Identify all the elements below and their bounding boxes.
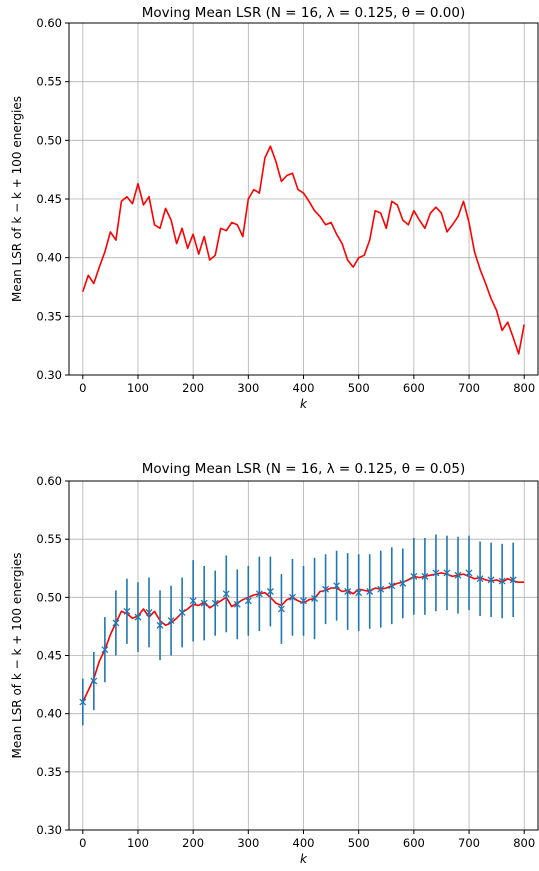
x-tick-label: 500 [348,381,370,395]
x-tick-label: 100 [127,836,149,850]
data-point-marker [344,588,352,595]
chart-title: Moving Mean LSR (N = 16, λ = 0.125, θ = … [142,461,466,477]
data-point-marker [255,590,263,598]
y-tick-label: 0.35 [36,309,62,323]
x-tick-label: 0 [79,836,86,850]
data-point-marker [266,588,274,595]
data-point-marker [487,576,495,584]
chart-bottom: 0 100 200 300 400 500 600 700 800 0.30 0.35 0.40 0.4… [10,461,539,866]
x-tick-label: 400 [293,381,315,395]
x-tick-label: 500 [348,836,370,850]
plot-area [79,534,525,726]
data-point-marker [421,572,429,580]
x-tick-label: 700 [458,836,480,850]
chart-top: 0 100 200 300 400 500 600 700 800 0.30 0.35 0.40 0.4… [10,5,539,411]
y-tick-label: 0.40 [36,251,62,265]
data-point-marker [454,571,462,579]
data-point-marker [498,577,506,585]
data-point-marker [476,575,484,583]
y-tick-label: 0.50 [36,133,62,147]
data-point-marker [366,588,374,595]
data-point-marker [156,621,164,629]
data-point-marker [211,599,219,607]
plot-area [82,145,525,355]
x-tick-label: 600 [403,836,425,850]
x-axis-label: k [300,397,308,411]
y-tick-label: 0.55 [36,75,62,89]
data-point-marker [178,608,186,616]
x-tick-label: 200 [182,836,204,850]
chart-title: Moving Mean LSR (N = 16, λ = 0.125, θ = … [142,5,466,21]
data-point-marker [167,617,175,625]
data-point-marker [123,607,131,615]
x-tick-label: 800 [513,381,535,395]
data-point-marker [443,569,451,577]
data-point-marker [388,582,396,590]
data-point-marker [300,597,307,605]
data-point-marker [101,646,109,654]
data-point-marker [465,569,473,577]
data-point-marker [134,613,142,621]
data-point-marker [322,585,330,593]
gridlines [69,22,538,376]
x-axis-label: k [300,852,308,866]
series-line [82,145,525,355]
data-point-marker [333,582,341,590]
data-point-marker [509,576,517,584]
data-point-marker [399,579,407,587]
data-point-marker [311,595,318,602]
data-point-marker [377,585,385,593]
data-point-marker [79,698,87,706]
y-tick-label: 0.30 [36,823,62,837]
x-tick-label: 200 [182,381,204,395]
y-tick-label: 0.60 [36,474,62,488]
x-tick-label: 400 [293,836,315,850]
data-point-marker [200,599,208,607]
y-axis-label: Mean LSR of k − k + 100 energies [10,96,24,302]
data-point-marker [244,597,252,605]
y-tick-label: 0.45 [36,192,62,206]
x-tick-label: 0 [79,381,86,395]
data-point-marker [112,619,120,627]
y-tick-label: 0.30 [36,368,62,382]
y-tick-label: 0.45 [36,649,62,663]
y-tick-label: 0.55 [36,532,62,546]
y-tick-label: 0.40 [36,707,62,721]
data-point-marker [277,605,285,613]
data-point-marker [145,608,153,616]
data-point-marker [355,589,363,597]
data-point-marker [90,677,98,685]
gridlines [69,480,538,831]
y-tick-label: 0.50 [36,590,62,604]
data-point-marker [222,590,230,598]
x-tick-label: 800 [513,836,535,850]
data-point-marker [189,597,197,605]
x-tick-label: 100 [127,381,149,395]
x-tick-label: 600 [403,381,425,395]
data-point-marker [410,572,418,580]
data-point-marker [233,600,241,608]
x-tick-label: 300 [237,836,259,850]
x-tick-label: 700 [458,381,480,395]
data-point-marker [432,569,440,577]
data-point-marker [289,593,296,601]
y-axis-label: Mean LSR of k − k + 100 energies [10,552,24,758]
x-tick-label: 300 [237,381,259,395]
y-tick-label: 0.35 [36,765,62,779]
y-tick-label: 0.60 [36,16,62,30]
